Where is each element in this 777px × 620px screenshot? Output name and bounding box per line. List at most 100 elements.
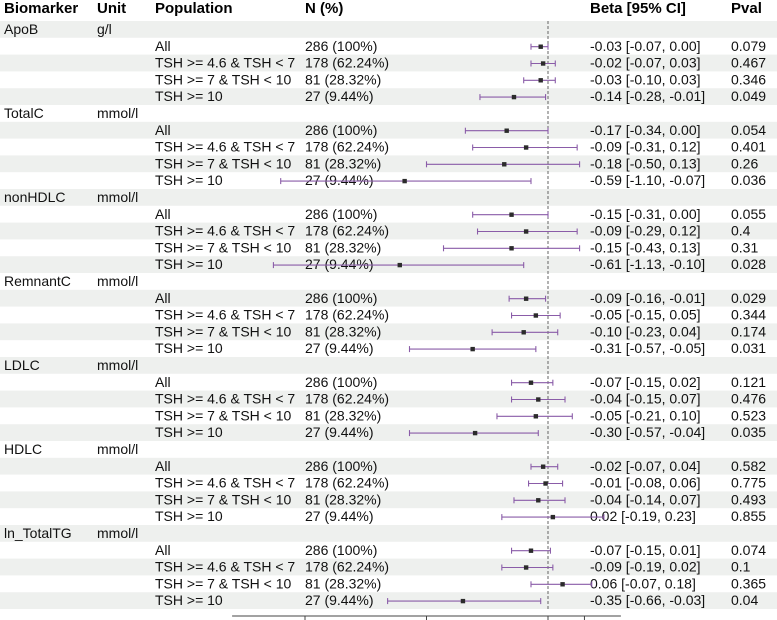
n-label: 27 (9.44%) bbox=[305, 508, 373, 524]
beta-point bbox=[538, 44, 543, 49]
row-band bbox=[0, 323, 777, 341]
row-band bbox=[0, 121, 777, 139]
population-label: TSH >= 7 & TSH < 10 bbox=[155, 155, 292, 171]
column-headers: Biomarker Unit Population N (%) Beta [95… bbox=[4, 0, 762, 17]
population-label: TSH >= 7 & TSH < 10 bbox=[155, 407, 292, 423]
population-label: TSH >= 10 bbox=[155, 424, 223, 440]
pval-label: 0.054 bbox=[731, 122, 766, 138]
n-label: 286 (100%) bbox=[305, 542, 377, 558]
beta-ci-label: -0.35 [-0.66, -0.03] bbox=[590, 592, 705, 608]
unit-label: g/l bbox=[97, 21, 112, 37]
estimate-marks bbox=[272, 43, 605, 605]
pval-label: 0.346 bbox=[731, 71, 766, 87]
population-label: TSH >= 10 bbox=[155, 592, 223, 608]
pval-label: 0.31 bbox=[731, 239, 758, 255]
header-pval: Pval bbox=[731, 0, 762, 17]
population-label: TSH >= 7 & TSH < 10 bbox=[155, 71, 292, 87]
pval-label: 0.174 bbox=[731, 323, 766, 339]
row-band bbox=[0, 390, 777, 408]
beta-ci-label: -0.05 [-0.15, 0.05] bbox=[590, 307, 701, 323]
n-label: 81 (28.32%) bbox=[305, 71, 381, 87]
beta-point bbox=[511, 94, 517, 100]
beta-point bbox=[521, 330, 526, 335]
pval-label: 0.121 bbox=[731, 374, 766, 390]
header-n: N (%) bbox=[305, 0, 343, 17]
beta-ci-label: -0.14 [-0.28, -0.01] bbox=[590, 88, 705, 104]
n-label: 81 (28.32%) bbox=[305, 575, 381, 591]
biomarker-label: LDLC bbox=[4, 357, 40, 373]
population-label: TSH >= 4.6 & TSH < 7 bbox=[155, 139, 295, 155]
population-label: All bbox=[155, 38, 171, 54]
beta-point bbox=[528, 548, 534, 553]
beta-ci-label: -0.02 [-0.07, 0.04] bbox=[590, 458, 701, 474]
n-label: 81 (28.32%) bbox=[305, 323, 381, 339]
population-label: TSH >= 10 bbox=[155, 172, 223, 188]
n-label: 178 (62.24%) bbox=[305, 307, 389, 323]
beta-point bbox=[550, 514, 556, 520]
beta-point bbox=[504, 128, 509, 133]
beta-ci-label: -0.10 [-0.23, 0.04] bbox=[590, 323, 701, 339]
beta-point bbox=[543, 481, 548, 486]
beta-ci-label: -0.61 [-1.13, -0.10] bbox=[590, 256, 705, 272]
pval-label: 0.365 bbox=[731, 575, 766, 591]
pval-label: 0.031 bbox=[731, 340, 766, 356]
unit-label: mmol/l bbox=[97, 189, 138, 205]
n-label: 27 (9.44%) bbox=[305, 340, 373, 356]
n-label: 178 (62.24%) bbox=[305, 475, 389, 491]
population-label: All bbox=[155, 542, 171, 558]
unit-label: mmol/l bbox=[97, 441, 138, 457]
population-label: TSH >= 7 & TSH < 10 bbox=[155, 575, 292, 591]
header-unit: Unit bbox=[97, 0, 126, 17]
n-label: 178 (62.24%) bbox=[305, 391, 389, 407]
pval-label: 0.074 bbox=[731, 542, 766, 558]
row-band bbox=[0, 21, 777, 38]
n-label: 178 (62.24%) bbox=[305, 139, 389, 155]
n-label: 178 (62.24%) bbox=[305, 223, 389, 239]
beta-ci-label: -0.15 [-0.31, 0.00] bbox=[590, 206, 701, 222]
x-axis: -1-0.500.15 bbox=[232, 615, 621, 620]
beta-point bbox=[560, 582, 565, 587]
beta-ci-label: 0.02 [-0.19, 0.23] bbox=[590, 508, 696, 524]
population-label: TSH >= 10 bbox=[155, 508, 223, 524]
pval-label: 0.493 bbox=[731, 491, 766, 507]
row-band bbox=[0, 357, 777, 374]
pval-label: 0.467 bbox=[731, 55, 766, 71]
biomarker-label: ApoB bbox=[4, 21, 38, 37]
beta-ci-label: -0.18 [-0.50, 0.13] bbox=[590, 155, 701, 171]
beta-point bbox=[523, 296, 529, 301]
header-beta: Beta [95% CI] bbox=[590, 0, 686, 17]
beta-ci-label: -0.09 [-0.29, 0.12] bbox=[590, 223, 701, 239]
n-label: 286 (100%) bbox=[305, 458, 377, 474]
pval-label: 0.04 bbox=[731, 592, 758, 608]
beta-point bbox=[536, 397, 541, 402]
beta-point bbox=[523, 565, 529, 570]
n-label: 81 (28.32%) bbox=[305, 239, 381, 255]
row-bands bbox=[0, 21, 777, 609]
population-label: TSH >= 7 & TSH < 10 bbox=[155, 491, 292, 507]
population-label: All bbox=[155, 458, 171, 474]
n-label: 286 (100%) bbox=[305, 290, 377, 306]
beta-ci-label: 0.06 [-0.07, 0.18] bbox=[590, 575, 696, 591]
beta-point bbox=[397, 262, 402, 268]
beta-ci-label: -0.17 [-0.34, 0.00] bbox=[590, 122, 701, 138]
beta-point bbox=[540, 464, 546, 469]
n-label: 286 (100%) bbox=[305, 122, 377, 138]
beta-ci-label: -0.30 [-0.57, -0.04] bbox=[590, 424, 705, 440]
beta-point bbox=[509, 246, 514, 251]
pval-label: 0.582 bbox=[731, 458, 766, 474]
population-label: TSH >= 4.6 & TSH < 7 bbox=[155, 223, 295, 239]
population-label: TSH >= 10 bbox=[155, 88, 223, 104]
n-label: 27 (9.44%) bbox=[305, 172, 373, 188]
row-band bbox=[0, 491, 777, 509]
pval-label: 0.855 bbox=[731, 508, 766, 524]
pval-label: 0.523 bbox=[731, 407, 766, 423]
beta-point bbox=[472, 430, 478, 436]
pval-label: 0.401 bbox=[731, 139, 766, 155]
row-band bbox=[0, 222, 777, 240]
row-band bbox=[0, 189, 777, 206]
pval-label: 0.079 bbox=[731, 38, 766, 54]
n-label: 27 (9.44%) bbox=[305, 592, 373, 608]
population-label: All bbox=[155, 206, 171, 222]
n-label: 178 (62.24%) bbox=[305, 559, 389, 575]
beta-ci-label: -0.59 [-1.10, -0.07] bbox=[590, 172, 705, 188]
